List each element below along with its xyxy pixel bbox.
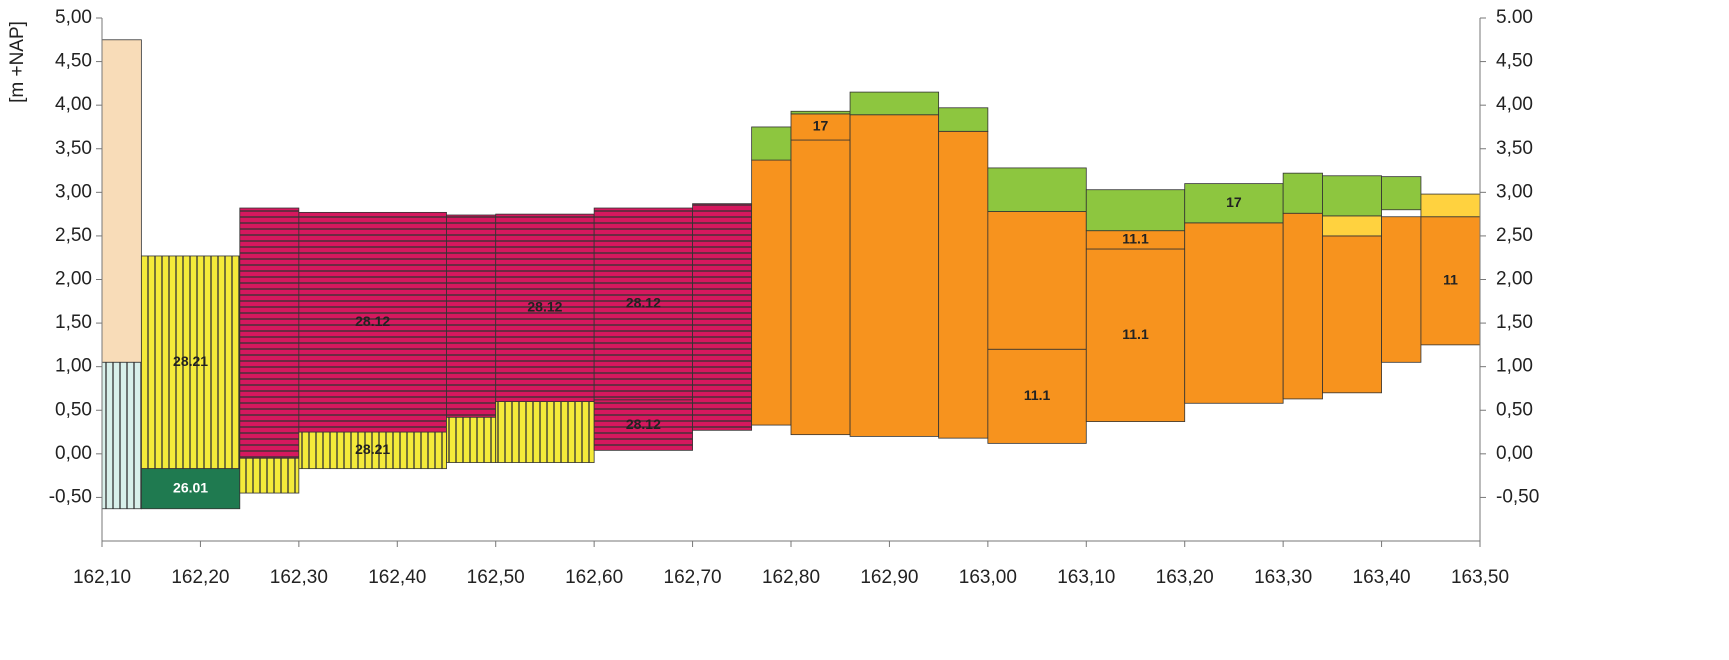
soil-block	[593, 207, 693, 401]
y-tick-label: 0,00	[55, 443, 92, 464]
x-tick-label: 162,10	[73, 567, 131, 588]
x-tick-label: 162,30	[270, 567, 328, 588]
block-label: 28.21	[355, 441, 390, 457]
soil-block	[938, 130, 989, 439]
y2-tick-label: 5.00	[1496, 7, 1533, 28]
soil-block	[140, 255, 241, 470]
soil-block	[751, 159, 792, 426]
soil-block	[1085, 248, 1186, 422]
y2-tick-label: 1,50	[1496, 312, 1533, 333]
x-tick-label: 163,00	[959, 567, 1017, 588]
y-tick-label: 1,00	[55, 356, 92, 377]
x-tick-label: 162,50	[467, 567, 525, 588]
soil-block	[1322, 235, 1382, 394]
block-label: 11.1	[1122, 326, 1149, 342]
y-tick-label: -0,50	[49, 486, 92, 507]
x-tick-label: 162,20	[171, 567, 229, 588]
block-label: 28.21	[173, 353, 208, 369]
soil-block	[790, 110, 851, 115]
y2-tick-label: -0,50	[1496, 486, 1539, 507]
y-tick-label: 3,50	[55, 138, 92, 159]
soil-block	[849, 91, 940, 116]
soil-block	[751, 126, 792, 161]
block-label: 11.1	[1122, 231, 1149, 247]
soil-block	[790, 139, 851, 436]
block-label: 28.12	[626, 295, 661, 311]
x-tick-label: 163,20	[1156, 567, 1214, 588]
soil-block	[849, 114, 940, 437]
y-tick-label: 0,50	[55, 399, 92, 420]
y-tick-label: 3,00	[55, 181, 92, 202]
y2-tick-label: 3,00	[1496, 181, 1533, 202]
soil-block	[987, 211, 1087, 350]
soil-block	[495, 213, 595, 402]
x-tick-label: 162,40	[368, 567, 426, 588]
soil-block	[1184, 183, 1284, 224]
soil-block	[1420, 193, 1481, 218]
y2-tick-label: 4,00	[1496, 94, 1533, 115]
x-tick-label: 162,60	[565, 567, 623, 588]
soil-block	[446, 416, 497, 463]
x-tick-label: 163,50	[1451, 567, 1509, 588]
soil-block	[1322, 215, 1382, 237]
soil-block	[298, 211, 447, 433]
soil-block	[987, 348, 1087, 444]
soil-block	[101, 39, 142, 363]
soil-block	[239, 207, 300, 459]
y-tick-label: 4,00	[55, 94, 92, 115]
y-tick-label: 5,00	[55, 7, 92, 28]
soil-block	[1184, 222, 1284, 404]
soil-block	[446, 214, 497, 418]
block-label: 28.12	[626, 416, 661, 432]
soil-block	[495, 401, 595, 463]
soil-block	[1420, 216, 1481, 346]
soil-block	[1381, 176, 1422, 211]
soil-block	[140, 468, 241, 510]
block-label: 17	[1226, 194, 1242, 210]
y-tick-label: 2,00	[55, 269, 92, 290]
soil-block	[101, 361, 142, 510]
y2-tick-label: 0,50	[1496, 399, 1533, 420]
y-axis-title: [m +NAP]	[7, 21, 28, 103]
x-tick-label: 162,70	[664, 567, 722, 588]
x-tick-label: 163,10	[1057, 567, 1115, 588]
x-tick-label: 162,80	[762, 567, 820, 588]
y-tick-label: 4,50	[55, 51, 92, 72]
y2-tick-label: 2,50	[1496, 225, 1533, 246]
block-label: 26.01	[173, 479, 208, 495]
soil-block	[1085, 189, 1186, 232]
x-tick-label: 163,30	[1254, 567, 1312, 588]
y2-tick-label: 4,50	[1496, 51, 1533, 72]
soil-block	[1282, 212, 1323, 400]
x-tick-label: 162,90	[860, 567, 918, 588]
soil-block	[593, 399, 693, 451]
soil-block	[790, 113, 851, 141]
soil-block	[938, 107, 989, 132]
y2-tick-label: 3,50	[1496, 138, 1533, 159]
soil-block	[1381, 216, 1422, 363]
block-label: 28.12	[355, 313, 390, 329]
block-label: 11	[1443, 272, 1458, 288]
y2-tick-label: 1,00	[1496, 356, 1533, 377]
soil-block	[1282, 172, 1323, 214]
x-tick-label: 163,40	[1353, 567, 1411, 588]
y-tick-label: 2,50	[55, 225, 92, 246]
soil-block	[692, 203, 753, 431]
y-tick-label: 1,50	[55, 312, 92, 333]
soil-block	[987, 167, 1087, 212]
soil-block	[239, 457, 300, 494]
block-label: 28.12	[527, 299, 562, 315]
y2-tick-label: 2,00	[1496, 269, 1533, 290]
block-label: 11.1	[1024, 387, 1051, 403]
y2-tick-label: 0,00	[1496, 443, 1533, 464]
soil-block	[1322, 175, 1382, 217]
block-label: 17	[813, 118, 829, 134]
